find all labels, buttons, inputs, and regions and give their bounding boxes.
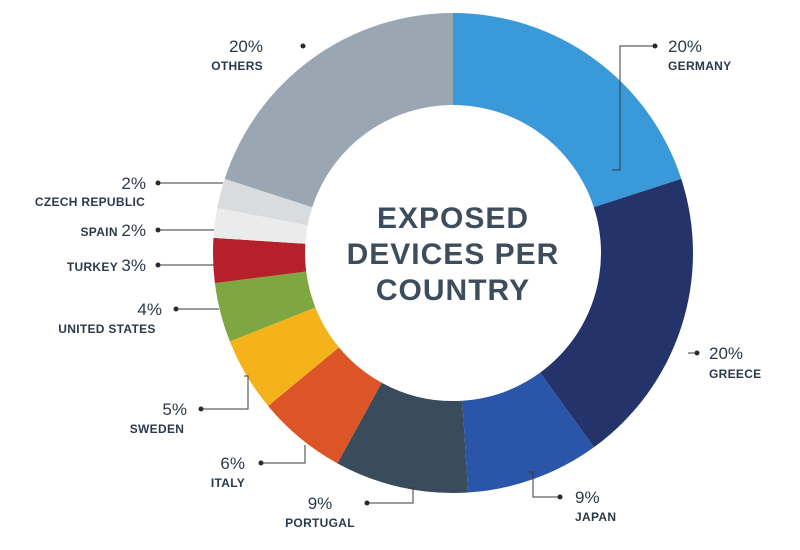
slice-others [224,13,453,208]
leader-dot-germany [652,43,658,49]
name-label-others: OTHERS [211,59,263,73]
donut-slices [213,13,693,493]
name-label-united-states: UNITED STATES [58,322,155,336]
slice-germany [453,13,682,208]
name-label-greece: GREECE [709,367,761,381]
slice-labels: 20% GERMANY 20% GREECE 9% JAPAN 9% PORTUGAL 6% IT… [35,37,761,530]
leader-dot-united-states [173,306,179,312]
slice-italy [268,347,382,464]
name-label-portugal: PORTUGAL [285,516,355,530]
leader-dot-turkey [155,262,161,268]
leader-dot-sweden [198,406,204,412]
leader-dot-japan [557,494,563,500]
slice-sweden [229,307,339,406]
leader-dot-portugal [364,500,370,506]
pct-label-japan: 9% [575,488,600,507]
leader-dot-spain [155,227,161,233]
name-label-germany: GERMANY [668,59,731,73]
pct-label-germany: 20% [668,37,702,56]
name-label-japan: JAPAN [575,510,616,524]
leader-italy [261,445,306,464]
leader-lines [155,43,700,506]
pct-label-portugal: 9% [308,494,333,513]
center-title-line-3: COUNTRY [376,274,530,307]
slice-portugal [337,382,469,493]
leader-dot-greece [694,350,700,356]
slice-japan [462,372,595,493]
slice-united-states [214,271,316,342]
pct-label-czech-republic: 2% [121,174,146,193]
leader-japan [528,471,560,498]
pct-label-united-states: 4% [137,300,162,319]
center-title-line-1: EXPOSED [377,202,529,235]
name-label-italy: ITALY [211,476,245,490]
center-title-line-2: DEVICES PER [347,238,560,271]
name-label-czech-republic: CZECH REPUBLIC [35,195,145,209]
leader-sweden [201,375,249,410]
pct-label-italy: 6% [220,454,245,473]
slice-czech-republic [217,178,313,226]
name-label-sweden: SWEDEN [130,422,184,436]
leader-dot-czech-republic [155,180,161,186]
label-spain: SPAIN 2% [81,221,147,240]
leader-portugal [367,487,414,504]
leader-dot-others [300,43,306,49]
label-turkey: TURKEY 3% [67,256,146,275]
pct-label-greece: 20% [709,344,743,363]
pct-label-sweden: 5% [162,400,187,419]
center-title: EXPOSED DEVICES PER COUNTRY [347,202,560,307]
leader-germany [612,45,655,171]
slice-greece [539,178,693,448]
leader-dot-italy [258,460,264,466]
slice-spain [213,208,308,244]
pct-label-others: 20% [229,37,263,56]
slice-turkey [213,237,307,284]
